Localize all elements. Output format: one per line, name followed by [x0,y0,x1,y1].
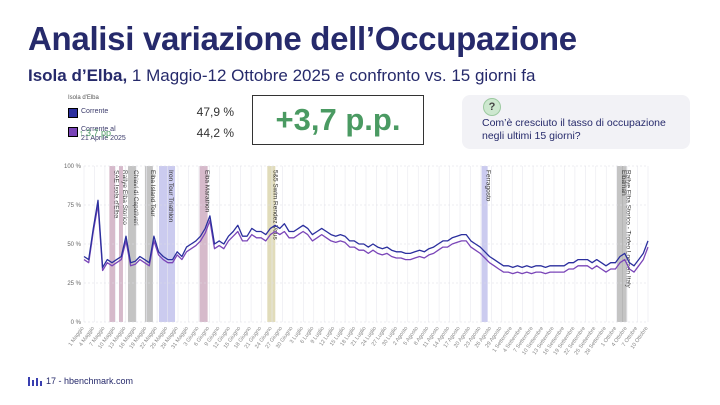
chart-legend: Isola d'Elba Corrente 47,9 % Corrente al… [62,92,240,146]
event-band [616,166,623,322]
series-line [83,204,649,275]
legend-item-comparison: Corrente al 21 Aprile 2025 44,2 % [68,125,234,143]
event-band [127,166,136,322]
event-label: Iron Tour Triathlon [167,170,174,223]
y-tick-label: 25 % [67,281,81,287]
event-band [267,166,276,322]
legend-label-comparison: Corrente al 21 Aprile 2025 [81,125,126,143]
variation-kpi: +3,7 p.p. [252,95,424,145]
event-band [199,166,208,322]
question-callout: ? Com’è cresciuto il tasso di occupazion… [462,95,690,149]
legend-heading: Isola d'Elba [68,95,99,101]
event-label: Elba Island Tour [149,170,156,217]
page-title: Analisi variazione dell’Occupazione [28,20,577,57]
legend-label-comparison-line2: 21 Aprile 2025 [81,135,126,142]
legend-swatch-current [68,108,78,118]
legend-value-comparison: 44,2 % [196,126,234,140]
callout-text: Com’è cresciuto il tasso di occupazione … [482,117,666,142]
legend-label-comparison-line1: Corrente al [81,126,116,133]
event-label: Elbaman [620,170,627,196]
page-subtitle: Isola d’Elba, 1 Maggio-12 Ottobre 2025 e… [28,66,535,86]
series-line [83,199,649,269]
legend-item-current: Corrente 47,9 % [68,105,234,119]
legend-delta: ↑ 3,7 pp [79,128,112,138]
subtitle-location: Isola d’Elba, [28,66,128,85]
event-label: Elba Marathon [204,170,211,213]
y-tick-label: 100 % [64,164,82,170]
y-tick-label: 75 % [67,203,81,209]
occupancy-line-chart: SAE Isola d'Elba Rallye Elba Storico Chiav… [64,164,650,356]
event-label: SAE Isola d'Elba [112,170,119,219]
event-label: Chiavi di Capoliveri [132,170,139,226]
hbenchmark-logo-icon [28,377,42,386]
legend-label-current: Corrente [81,108,109,115]
event-label: Rallye Elba Storico [121,170,128,225]
event-label: 5&5 Swim Rendez Vous [271,170,278,240]
legend-swatch-comparison [68,127,78,137]
y-tick-label: 50 % [67,242,81,248]
event-label: Ferragosto [485,170,492,202]
question-icon: ? [483,98,501,116]
legend-value-current: 47,9 % [196,105,234,119]
event-band [159,166,176,322]
y-tick-label: 0 % [71,320,82,326]
event-label: Rallye Elba Storico - Trofeo Locman Ital… [625,170,632,289]
subtitle-period: 1 Maggio-12 Ottobre 2025 e confronto vs.… [127,66,536,85]
footer-text: 17 - hbenchmark.com [46,376,134,386]
